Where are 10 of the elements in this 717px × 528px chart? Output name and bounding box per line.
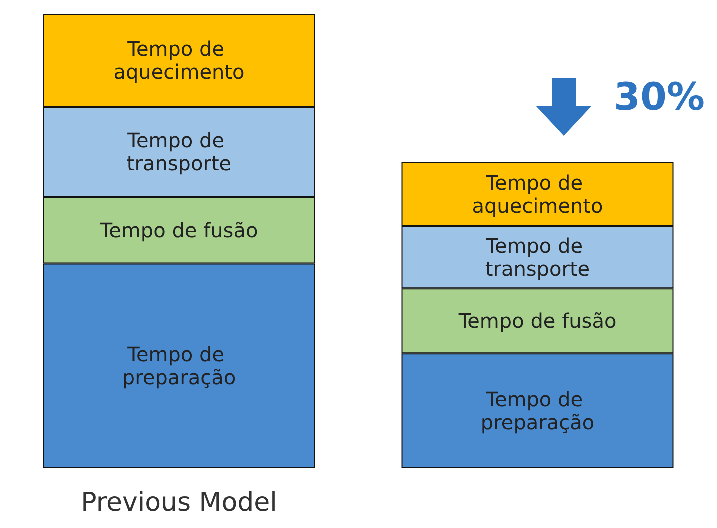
series-label: Tempo de aquecimento (472, 170, 604, 218)
series-label: Tempo de transporte (485, 234, 590, 282)
series-label: Tempo de fusão (458, 309, 617, 334)
series-label: Tempo de preparação (480, 387, 595, 434)
x-tick-label: Previous Model (81, 488, 278, 518)
text: Tempo de aquecimento (114, 37, 245, 84)
text: Tempo de preparação (122, 342, 236, 390)
text: Tempo de transporte (126, 128, 232, 176)
text: Tempo de fusão (100, 218, 258, 243)
annotation: 30% (614, 75, 706, 119)
